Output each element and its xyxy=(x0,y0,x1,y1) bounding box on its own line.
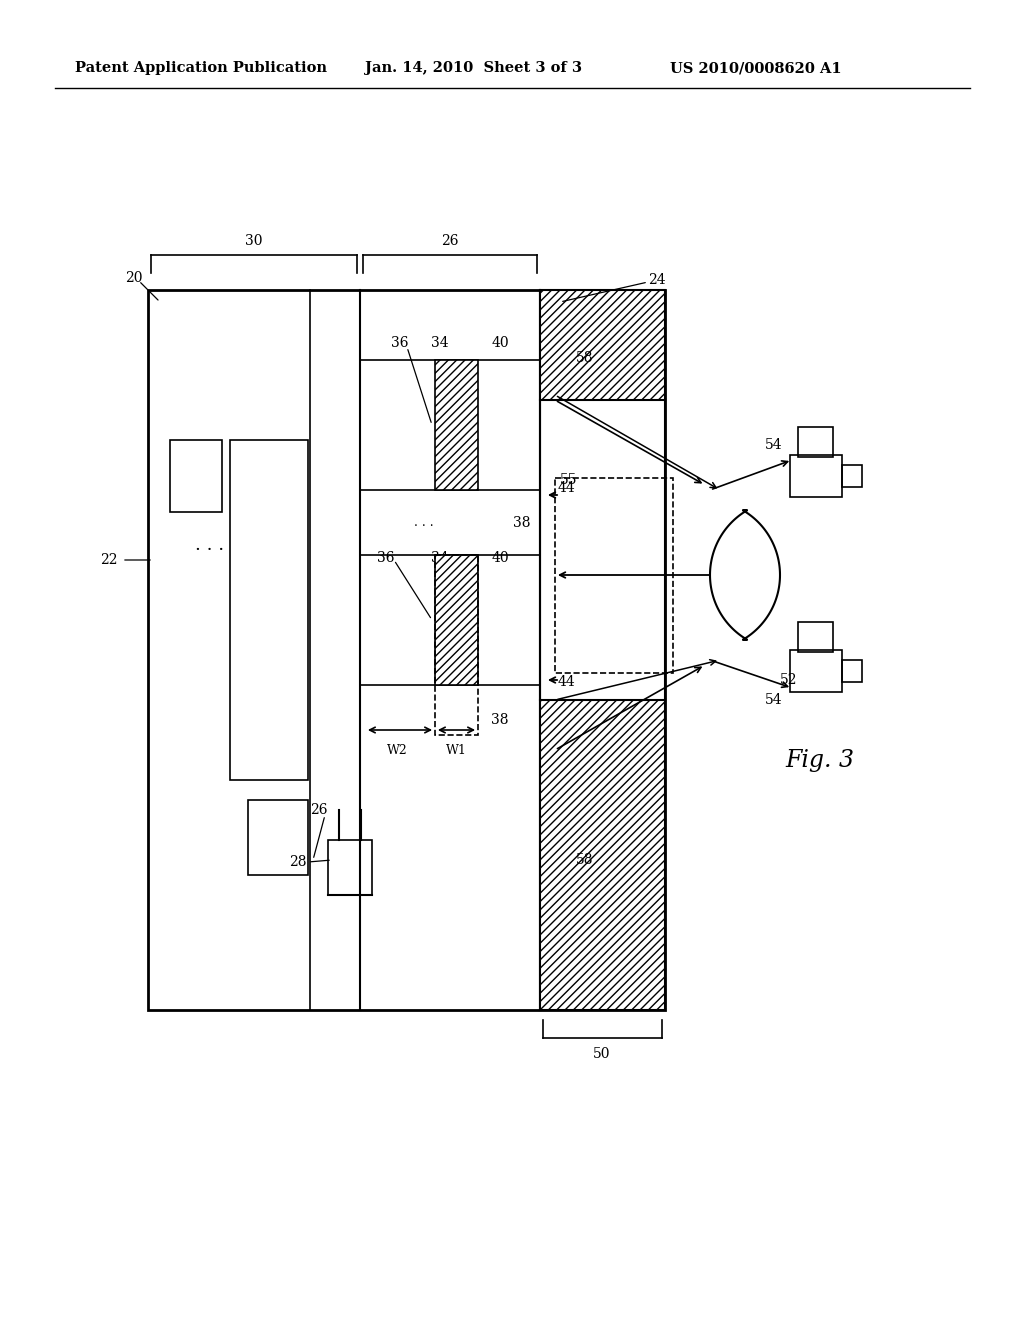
Text: 22: 22 xyxy=(100,553,118,568)
Bar xyxy=(555,478,673,673)
Text: 54: 54 xyxy=(764,438,782,451)
Text: 58: 58 xyxy=(577,853,594,867)
Bar xyxy=(540,400,665,700)
Text: 38: 38 xyxy=(513,516,530,531)
Text: 34: 34 xyxy=(431,550,449,565)
Text: . . .: . . . xyxy=(196,536,224,554)
Bar xyxy=(230,440,308,780)
Bar xyxy=(435,554,478,735)
Text: 36: 36 xyxy=(390,337,408,350)
Text: 52: 52 xyxy=(780,673,798,686)
Text: W1: W1 xyxy=(445,743,467,756)
Text: 30: 30 xyxy=(246,234,263,248)
Bar xyxy=(842,660,862,682)
Bar xyxy=(540,290,665,400)
Text: . . .: . . . xyxy=(414,516,434,529)
Text: Patent Application Publication: Patent Application Publication xyxy=(75,61,327,75)
Text: 40: 40 xyxy=(492,337,509,350)
Text: 38: 38 xyxy=(492,713,509,727)
Text: Jan. 14, 2010  Sheet 3 of 3: Jan. 14, 2010 Sheet 3 of 3 xyxy=(365,61,582,75)
Bar xyxy=(328,840,372,895)
Bar xyxy=(248,800,308,875)
Text: 26: 26 xyxy=(441,234,459,248)
Bar xyxy=(790,649,842,692)
Polygon shape xyxy=(710,510,780,640)
Text: 36: 36 xyxy=(378,550,395,565)
Bar xyxy=(790,455,842,498)
Text: 44: 44 xyxy=(558,675,575,689)
Text: US 2010/0008620 A1: US 2010/0008620 A1 xyxy=(670,61,842,75)
Text: 55: 55 xyxy=(560,473,578,487)
Bar xyxy=(842,465,862,487)
Text: 28: 28 xyxy=(290,855,307,869)
Text: 26: 26 xyxy=(310,803,328,817)
Text: 24: 24 xyxy=(648,273,666,286)
Bar xyxy=(170,440,222,512)
Text: 40: 40 xyxy=(492,550,509,565)
Bar xyxy=(798,622,833,652)
Bar xyxy=(148,290,665,1010)
Bar xyxy=(540,290,665,1010)
Text: Fig. 3: Fig. 3 xyxy=(785,748,854,771)
Text: 34: 34 xyxy=(431,337,449,350)
Text: 58: 58 xyxy=(577,351,594,366)
Text: 54: 54 xyxy=(764,693,782,708)
Bar xyxy=(435,554,478,685)
Bar xyxy=(798,426,833,457)
Bar xyxy=(540,700,665,1010)
Text: 44: 44 xyxy=(558,480,575,495)
Text: 20: 20 xyxy=(126,271,143,285)
Bar xyxy=(435,360,478,490)
Text: W2: W2 xyxy=(387,743,408,756)
Text: 50: 50 xyxy=(593,1047,610,1061)
